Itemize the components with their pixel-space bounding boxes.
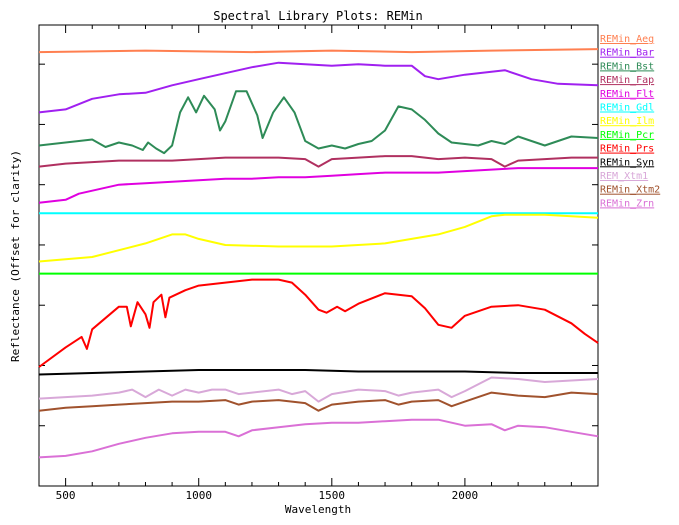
legend-entry: REMin_Flt [600,89,654,100]
series-line-rem-xtm1 [38,376,599,403]
chart-title: Spectral Library Plots: REMin [213,9,423,23]
series-line-remin-syn [38,369,598,376]
series-line-remin-bst [38,90,599,155]
series-line-remin-flt [38,167,598,204]
legend-entry: REMin_Fap [600,75,654,86]
series-line-remin-bar [38,61,599,114]
series-line-remin-prs [38,278,599,368]
x-tick-label: 1500 [319,489,346,502]
series-line-remin-ilm [38,213,599,263]
series-line-remin-aeg [38,48,599,54]
x-tick-label: 2000 [452,489,479,502]
x-tick-label: 1000 [185,489,212,502]
legend-entry: REMin_Gdl [600,103,654,114]
legend-entry: REMin_Bar [600,48,654,59]
legend: REMin_Aeg REMin_Bar REMin_Bst REMin_Fap REMi… [600,34,660,209]
legend-entry: REM_Xtm1 [600,171,648,182]
legend-entry: REMin_Bst [600,61,654,72]
series-line-remin-xtm2 [38,391,599,412]
series-line-remin-fap [38,155,598,168]
series-layer [38,48,599,459]
legend-entry: REMin_Aeg [600,34,654,45]
legend-entry: REMin_Ilm [600,116,654,127]
plot-frame [38,24,599,487]
legend-entry: REMin_Prs [600,144,654,155]
legend-entry: REMin_Zrn [600,198,654,209]
series-line-remin-zrn [38,418,599,459]
y-axis-label: Reflectance (Offset for clarity) [9,150,22,362]
x-tick-label: 500 [56,489,76,502]
x-axis-label: Wavelength [285,503,351,516]
legend-entry: REMin_Syn [600,157,654,168]
legend-entry: REMin_Xtm2 [600,185,660,196]
legend-entry: REMin_Pcr [600,130,654,141]
x-axis-ticks: 500 1000 1500 2000 [38,25,599,502]
